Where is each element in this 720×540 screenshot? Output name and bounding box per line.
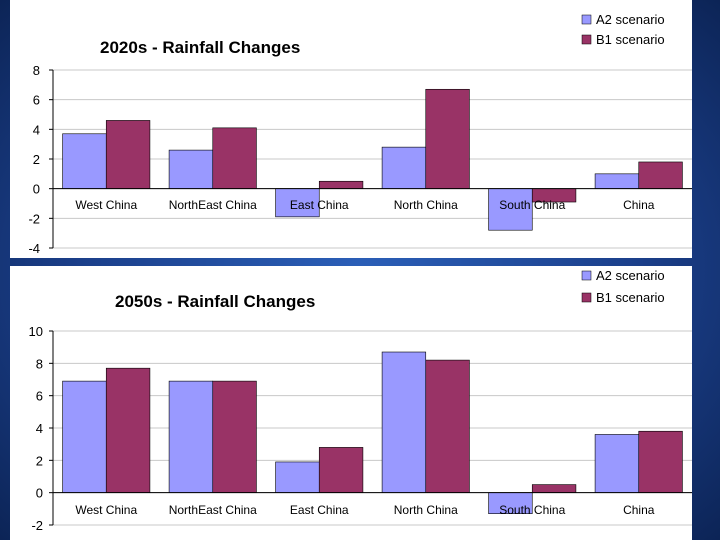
y-tick-label: 4 — [36, 421, 43, 436]
legend-label-b1: B1 scenario — [596, 32, 665, 47]
bar-a2 — [488, 188, 533, 231]
legend-swatch-a2 — [581, 14, 592, 25]
y-tick-label: 8 — [33, 63, 40, 78]
x-category-label: East China — [290, 503, 349, 517]
chart-title: 2020s - Rainfall Changes — [100, 38, 300, 57]
x-category-label: NorthEast China — [169, 198, 257, 212]
chart-title: 2050s - Rainfall Changes — [115, 292, 315, 311]
chart-2050s-svg: 10 8 6 4 2 0 -2 West China NorthEast China East … — [29, 268, 692, 533]
bar-b1 — [531, 484, 577, 493]
x-category-label: North China — [394, 198, 458, 212]
y-tick-label: 8 — [36, 356, 43, 371]
bar-b1 — [638, 161, 683, 189]
bar-a2 — [168, 380, 214, 493]
x-category-label: West China — [75, 198, 137, 212]
chart-2020s-svg: 8 6 4 2 0 -2 -4 West China NorthEast China East … — [28, 12, 692, 256]
x-category-label: East China — [290, 198, 349, 212]
y-tick-label: 0 — [36, 486, 43, 501]
bar-a2 — [381, 351, 427, 493]
bar-b1 — [425, 359, 470, 493]
y-tick-label: 6 — [36, 389, 43, 404]
bar-a2 — [381, 146, 427, 189]
chart-legend: A2 scenario B1 scenario — [581, 268, 665, 305]
y-tick-label: 4 — [33, 122, 40, 137]
y-tick-label: -2 — [31, 518, 43, 533]
y-tick-label: 10 — [29, 324, 43, 339]
bar-a2 — [594, 434, 640, 493]
y-tick-label: 0 — [33, 182, 40, 197]
legend-swatch-a2 — [581, 270, 592, 281]
chart-panel-2050s: 10 8 6 4 2 0 -2 West China NorthEast China East … — [10, 266, 692, 540]
bar-a2 — [275, 188, 320, 218]
bar-b1 — [638, 430, 683, 493]
y-tick-label: -2 — [28, 211, 40, 226]
bar-a2 — [594, 173, 640, 189]
y-tick-label: 2 — [33, 152, 40, 167]
x-category-label: China — [623, 503, 655, 517]
legend-label-a2: A2 scenario — [596, 12, 665, 27]
bar-a2 — [275, 461, 320, 493]
bar-b1 — [425, 88, 470, 189]
bar-a2 — [62, 133, 107, 189]
y-tick-label: -4 — [28, 241, 40, 256]
x-category-label: China — [623, 198, 655, 212]
x-category-label: West China — [75, 503, 137, 517]
bar-b1 — [212, 127, 257, 189]
legend-label-a2: A2 scenario — [596, 268, 665, 283]
x-category-label: South China — [499, 503, 565, 517]
x-category-label: North China — [394, 503, 458, 517]
bar-b1 — [318, 180, 364, 189]
x-category-label: NorthEast China — [169, 503, 257, 517]
bar-a2 — [62, 380, 107, 493]
y-tick-label: 2 — [36, 453, 43, 468]
x-category-label: South China — [499, 198, 565, 212]
y-tick-label: 6 — [33, 93, 40, 108]
bar-b1 — [105, 367, 151, 493]
legend-swatch-b1 — [581, 292, 592, 303]
chart-legend: A2 scenario B1 scenario — [581, 12, 665, 47]
bar-b1 — [212, 380, 257, 493]
bar-a2 — [168, 149, 214, 189]
bar-b1 — [318, 447, 364, 493]
bar-b1 — [105, 120, 151, 189]
legend-label-b1: B1 scenario — [596, 290, 665, 305]
legend-swatch-b1 — [581, 34, 592, 45]
chart-panel-2020s: 8 6 4 2 0 -2 -4 West China NorthEast China East … — [10, 0, 692, 258]
